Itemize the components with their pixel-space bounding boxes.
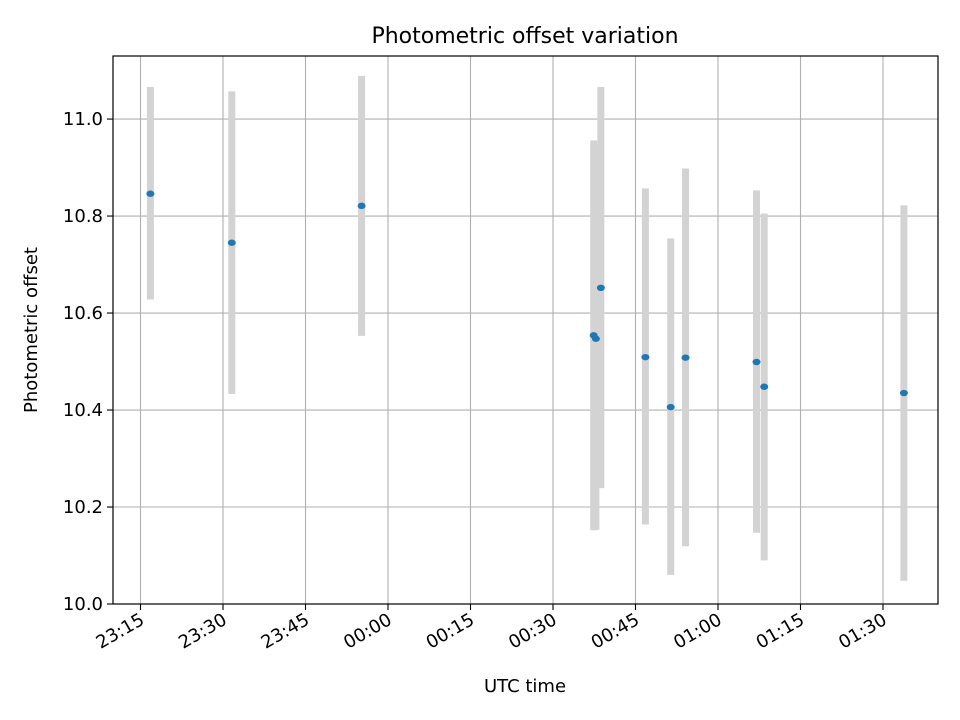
data-points — [146, 190, 908, 411]
y-tick-label: 10.0 — [63, 594, 103, 615]
data-point — [591, 335, 600, 342]
data-point — [760, 383, 769, 390]
data-point — [899, 389, 908, 397]
y-tick-label: 10.8 — [63, 206, 103, 227]
data-point — [227, 239, 236, 246]
data-point — [357, 202, 366, 210]
y-tick-label: 10.6 — [63, 303, 103, 324]
x-axis-label: UTC time — [484, 676, 566, 697]
data-point — [752, 358, 761, 366]
data-point — [641, 353, 650, 361]
plot-frame — [112, 55, 939, 605]
data-point — [146, 190, 155, 197]
data-point — [666, 403, 675, 411]
y-tick-label: 10.4 — [63, 400, 103, 421]
y-tick-label: 10.2 — [63, 497, 103, 518]
data-point — [681, 354, 690, 361]
chart-title: Photometric offset variation — [371, 24, 678, 49]
y-tick-label: 11.0 — [63, 109, 103, 130]
y-axis-ticks: 10.0 10.2 10.4 10.6 10.8 11.0 — [63, 109, 113, 615]
y-axis-label: Photometric offset — [21, 247, 42, 413]
data-point — [596, 284, 605, 292]
